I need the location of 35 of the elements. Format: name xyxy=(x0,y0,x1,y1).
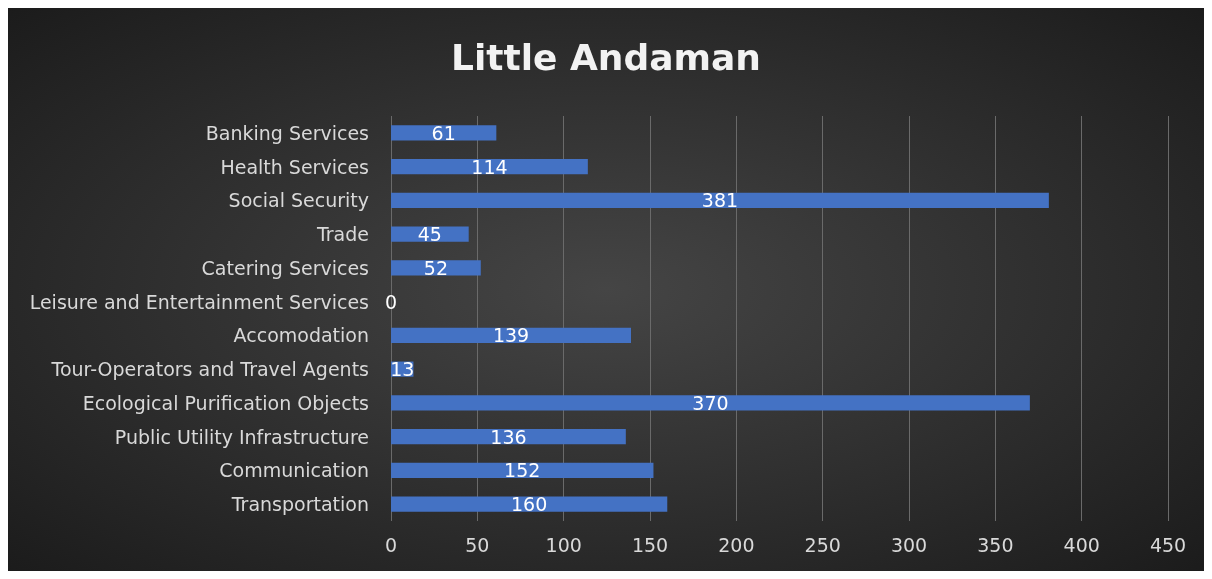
y-tick-label: Health Services xyxy=(220,155,369,178)
data-label: 114 xyxy=(471,155,508,178)
data-label: 13 xyxy=(390,358,415,381)
y-tick-label: Leisure and Entertainment Services xyxy=(29,290,369,313)
y-tick-label: Public Utility Infrastructure xyxy=(114,425,369,448)
x-tick-label: 100 xyxy=(545,533,582,556)
data-label: 45 xyxy=(417,223,442,246)
data-label: 0 xyxy=(384,290,398,313)
y-tick-label: Communication xyxy=(219,459,369,482)
y-tick-label: Catering Services xyxy=(201,256,369,279)
data-label: 381 xyxy=(701,189,739,212)
data-label: 370 xyxy=(692,391,729,414)
x-tick-label: 400 xyxy=(1063,533,1100,556)
chart-title: Little Andaman xyxy=(451,36,761,78)
x-tick-label: 350 xyxy=(977,533,1014,556)
y-tick-label: Social Security xyxy=(228,189,369,212)
x-tick-label: 50 xyxy=(465,533,490,556)
y-tick-label: Transportation xyxy=(230,493,369,516)
y-tick-label: Tour-Operators and Travel Agents xyxy=(50,358,369,381)
y-tick-label: Trade xyxy=(315,223,369,246)
data-label: 139 xyxy=(492,324,530,347)
x-tick-label: 250 xyxy=(804,533,841,556)
x-tick-label: 300 xyxy=(890,533,928,556)
y-tick-label: Ecological Purification Objects xyxy=(82,391,369,414)
data-label: 160 xyxy=(511,493,548,516)
data-label: 152 xyxy=(504,459,541,482)
data-label: 136 xyxy=(490,425,527,448)
data-label: 52 xyxy=(423,256,448,279)
y-tick-label: Banking Services xyxy=(205,121,369,144)
data-label: 61 xyxy=(431,121,456,144)
x-tick-label: 0 xyxy=(384,533,398,556)
y-tick-label: Accomodation xyxy=(233,324,369,347)
x-tick-label: 200 xyxy=(718,533,755,556)
x-tick-label: 450 xyxy=(1149,533,1187,556)
x-tick-label: 150 xyxy=(631,533,669,556)
